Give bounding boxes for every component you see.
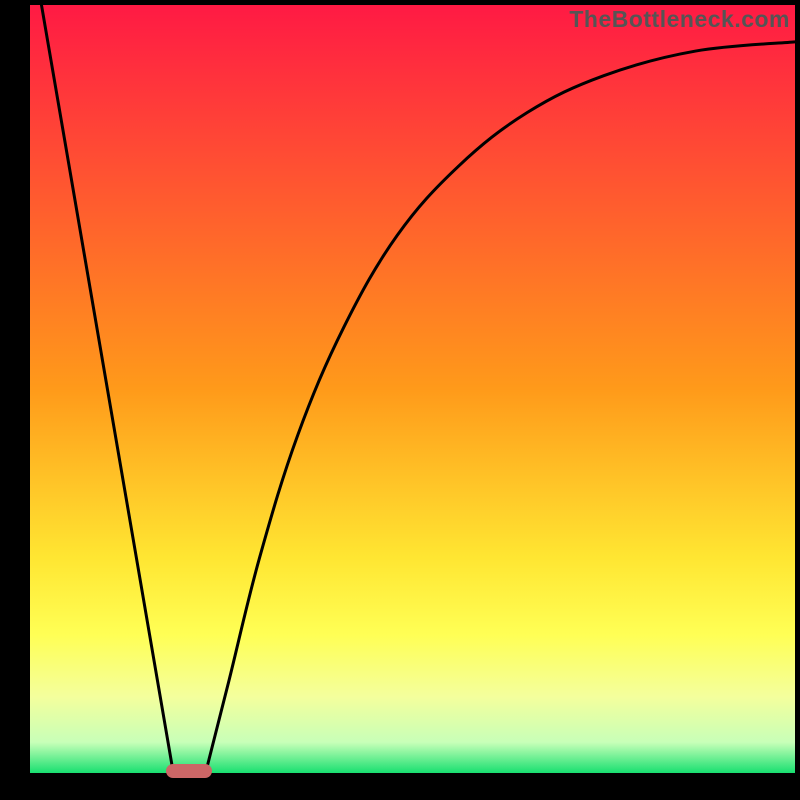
min-marker: [166, 764, 212, 778]
plot-area: [30, 5, 795, 773]
figure-root: TheBottleneck.com: [0, 0, 800, 800]
watermark-text: TheBottleneck.com: [569, 6, 790, 33]
